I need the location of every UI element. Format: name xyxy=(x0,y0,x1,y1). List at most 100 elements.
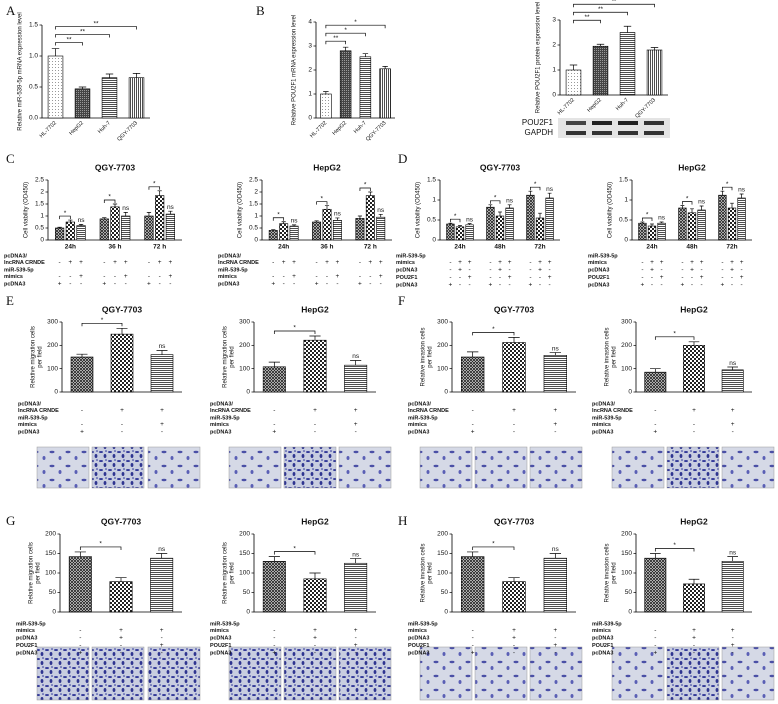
condition-sign: + xyxy=(731,642,735,649)
condition-sign: - xyxy=(80,281,82,288)
condition-sign: + xyxy=(653,650,657,657)
error-bar xyxy=(640,221,645,224)
chart-title: QGY-7703 xyxy=(95,162,135,172)
y-tick-label: 200 xyxy=(621,531,632,538)
condition-sign: + xyxy=(660,274,664,281)
error-bar xyxy=(730,202,734,208)
significance-bracket xyxy=(325,32,366,37)
significance-label: * xyxy=(64,210,67,217)
condition-sign: - xyxy=(79,642,81,649)
bar xyxy=(262,560,286,613)
condition-sign: - xyxy=(273,642,275,649)
error-bar xyxy=(727,366,738,370)
significance-bracket xyxy=(472,546,515,550)
y-axis-label: Relative POU2F1 mRNA expression level xyxy=(292,15,298,125)
condition-sign: - xyxy=(273,635,275,642)
y-tick-label: 200 xyxy=(437,342,448,349)
condition-label: miR-539-5p xyxy=(218,267,248,273)
condition-sign: - xyxy=(529,259,531,266)
y-axis-label: Relative migration cells xyxy=(31,326,37,388)
error-bar xyxy=(291,224,297,227)
condition-sign: - xyxy=(741,282,743,289)
micrograph xyxy=(666,646,720,701)
panel-label: D xyxy=(398,151,407,166)
bar xyxy=(355,218,365,241)
condition-sign: - xyxy=(661,267,663,274)
condition-sign: + xyxy=(272,650,276,657)
significance-label: * xyxy=(344,27,347,34)
western-blot: POU2F1 GAPDH xyxy=(522,118,670,138)
condition-sign: - xyxy=(272,273,274,280)
significance-bracket xyxy=(325,24,386,29)
y-tick-label: 2.5 xyxy=(35,177,44,184)
y-tick-label: 100 xyxy=(621,570,632,577)
condition-sign: + xyxy=(508,274,512,281)
y-axis-label: Cell viability (OD450) xyxy=(416,182,422,238)
condition-sign: - xyxy=(326,273,328,280)
error-bar xyxy=(690,208,694,213)
condition-label: miR-539-5p xyxy=(408,415,438,421)
condition-sign: + xyxy=(512,407,516,414)
condition-sign: - xyxy=(81,407,83,414)
y-tick-label: 0 xyxy=(308,115,312,122)
y-tick-label: 0.0 xyxy=(29,115,38,122)
significance-label: ns xyxy=(158,546,166,553)
significance-bracket xyxy=(81,322,123,327)
error-bar xyxy=(116,327,128,335)
significance-label: ns xyxy=(738,187,746,194)
x-tick-label: 24h xyxy=(278,244,289,251)
error-bar xyxy=(68,219,73,222)
condition-sign: - xyxy=(380,281,382,288)
y-axis-label: per field xyxy=(428,562,434,583)
condition-sign: - xyxy=(79,627,81,634)
condition-sign: - xyxy=(103,273,105,280)
significance-label: * xyxy=(494,195,497,202)
condition-sign: - xyxy=(273,421,275,428)
condition-sign: + xyxy=(498,259,502,266)
condition-sign: - xyxy=(359,259,361,266)
condition-sign: - xyxy=(489,259,491,266)
significance-label: * xyxy=(646,212,649,219)
significance-label: * xyxy=(293,545,296,552)
y-tick-label: 3 xyxy=(308,43,312,50)
blot-label: GAPDH xyxy=(525,128,554,137)
condition-sign: - xyxy=(314,429,316,436)
error-bar xyxy=(168,210,173,215)
condition-sign: - xyxy=(449,267,451,274)
condition-sign: - xyxy=(159,273,161,280)
condition-sign: + xyxy=(147,281,151,288)
y-axis-label: per field xyxy=(230,346,236,367)
condition-sign: - xyxy=(554,650,556,657)
bar xyxy=(365,195,375,241)
error-bar xyxy=(123,212,128,216)
condition-label: pcDNA3 xyxy=(16,650,37,656)
bar xyxy=(502,342,526,393)
condition-label: miR-539-5p xyxy=(18,415,48,421)
condition-sign: - xyxy=(681,267,683,274)
chart-title: HepG2 xyxy=(680,516,708,526)
condition-sign: + xyxy=(124,273,128,280)
condition-sign: - xyxy=(489,274,491,281)
y-tick-label: 1 xyxy=(40,213,44,220)
condition-label: lncRNA CRNDE xyxy=(218,260,259,266)
condition-label: POU2F1 xyxy=(592,643,613,649)
condition-sign: - xyxy=(293,281,295,288)
condition-sign: - xyxy=(509,267,511,274)
bar xyxy=(697,209,706,241)
significance-label: ** xyxy=(93,20,99,27)
condition-sign: + xyxy=(449,282,453,289)
condition-label: miR-539-5p xyxy=(396,253,426,259)
condition-sign: + xyxy=(79,259,83,266)
y-tick-label: 0 xyxy=(628,389,632,396)
condition-sign: - xyxy=(314,642,316,649)
condition-sign: - xyxy=(355,650,357,657)
bar xyxy=(289,225,299,241)
condition-sign: - xyxy=(721,259,723,266)
bar xyxy=(344,364,368,393)
chart-title: QGY-7703 xyxy=(101,516,141,526)
y-tick-label: 2.5 xyxy=(249,177,258,184)
error-bar xyxy=(680,205,685,208)
condition-label: pcDNA3/ xyxy=(408,401,431,407)
condition-sign: - xyxy=(69,281,71,288)
bar xyxy=(150,354,174,393)
